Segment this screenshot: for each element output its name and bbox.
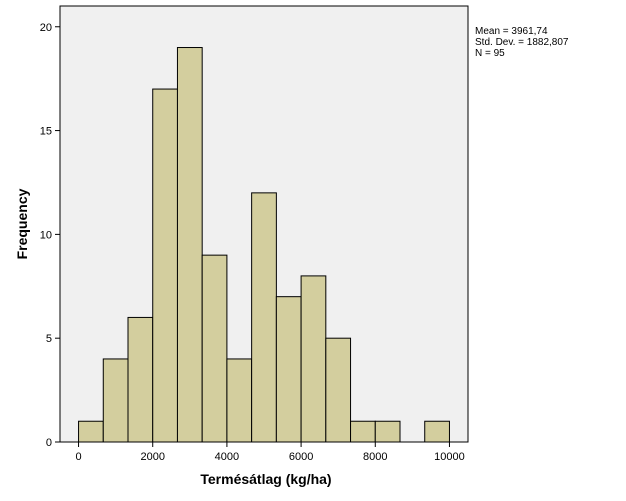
y-tick-label-15: 15 [40,126,52,138]
mean-stat: Mean = 3961,74 [475,26,548,37]
histogram-bar-11 [350,420,376,443]
x-tick-label-10000: 10000 [434,451,465,463]
histogram-bar-1 [102,358,129,443]
histogram-bar-9 [300,275,327,443]
x-tick-label-0: 0 [75,451,81,463]
y-tick-label-20: 20 [40,22,52,34]
histogram-bar-2 [127,316,154,443]
n-stat: N = 95 [475,48,505,59]
x-tick-label-4000: 4000 [215,451,239,463]
y-tick-label-10: 10 [40,229,52,241]
x-tick-label-2000: 2000 [140,451,164,463]
histogram-bar-6 [226,358,253,443]
std-dev-stat: Std. Dev. = 1882,807 [475,37,569,48]
histogram-bar-3 [152,88,178,443]
histogram-bar-8 [275,296,302,443]
histogram-bar-12 [374,420,401,443]
histogram-bar-7 [251,192,277,443]
summary-stats: Mean = 3961,74 Std. Dev. = 1882,807 N = … [475,26,569,59]
x-tick-label-6000: 6000 [289,451,313,463]
y-tick-label-0: 0 [46,437,52,449]
histogram-bar-4 [176,47,203,443]
y-tick-label-5: 5 [46,333,52,345]
x-tick-label-8000: 8000 [363,451,387,463]
x-axis-label: Termésátlag (kg/ha) [200,471,331,487]
histogram-bar-10 [325,337,352,443]
y-axis-label: Frequency [14,188,30,259]
histogram-bar-13 [424,420,450,443]
histogram-bar-0 [78,420,104,443]
histogram-bar-5 [201,254,228,443]
plot-frame [59,5,469,443]
